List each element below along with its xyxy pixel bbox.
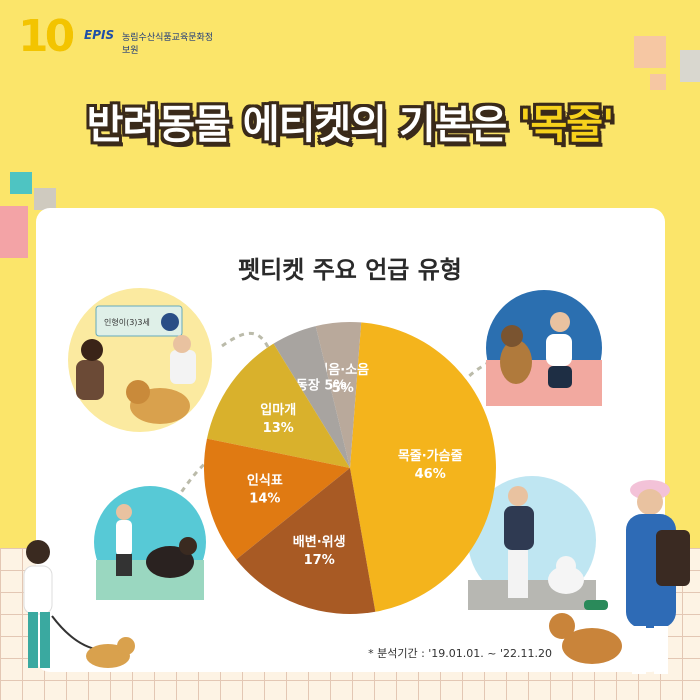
pie-slice	[350, 322, 496, 612]
illustration-muzzle-dog-scene	[94, 486, 206, 600]
logo-epis: EPIS	[84, 28, 115, 42]
deco-square-pink	[0, 206, 28, 258]
deco-square-teal	[10, 172, 32, 194]
deco-square-peach	[634, 36, 666, 68]
pie-slice-name: 배변·위생	[293, 534, 346, 550]
logo: 10 EPIS 농림수산식품교육문화정보원	[18, 14, 218, 60]
deco-square-gray	[680, 50, 700, 82]
illustration-poop-bag-scene	[486, 290, 602, 406]
deco-square-peach-2	[650, 74, 666, 90]
logo-org-name: 농림수산식품교육문화정보원	[122, 33, 214, 56]
chart-title: 펫티켓 주요 언급 유형	[238, 256, 462, 284]
pie-slice-value: 5%	[332, 381, 354, 396]
pie-slice	[236, 468, 376, 614]
illustration-pet-tag-scene: 인형이(3)3세	[68, 288, 212, 432]
pie-slice-name: 목줄·가슴줄	[398, 449, 463, 464]
pie-slice-name: 인식표	[247, 473, 283, 489]
headline-highlight: '목줄'	[519, 102, 614, 148]
illustration-leash-walk-scene	[468, 476, 596, 610]
connector-dash-1	[221, 331, 274, 357]
logo-ten: 10	[18, 11, 75, 62]
pie-slice-value: 13%	[263, 421, 294, 436]
pie-slice	[206, 343, 350, 468]
pie-slice-name: 입마개	[260, 402, 296, 418]
illustration-walker-left	[23, 540, 135, 668]
pie-slice-value: 14%	[249, 492, 280, 507]
pie-slice	[273, 326, 350, 468]
headline-prefix: 반려동물 에티켓의 기본은	[86, 102, 520, 148]
id-tag-sign-text: 인형이(3)3세	[104, 317, 150, 327]
deco-square-gray-left	[34, 188, 56, 210]
analysis-period-footnote: * 분석기간 : '19.01.01. ~ '22.11.20	[368, 647, 552, 660]
headline: 반려동물 에티켓의 기본은 '목줄'	[0, 92, 700, 150]
pie-slice-value: 17%	[304, 553, 335, 568]
pie-slice	[315, 322, 362, 468]
illustration-walker-right	[549, 480, 690, 674]
pie-slice-name: 짖음·소음	[316, 362, 369, 378]
pie-slice	[203, 438, 350, 560]
pie-slice-value: 46%	[415, 467, 446, 482]
